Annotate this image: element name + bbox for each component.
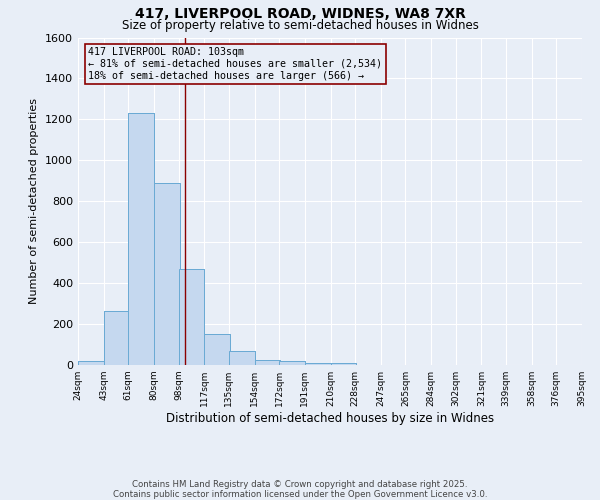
Text: Size of property relative to semi-detached houses in Widnes: Size of property relative to semi-detach…	[122, 19, 478, 32]
Text: 417 LIVERPOOL ROAD: 103sqm
← 81% of semi-detached houses are smaller (2,534)
18%: 417 LIVERPOOL ROAD: 103sqm ← 81% of semi…	[88, 48, 382, 80]
Bar	[305, 363, 331, 365]
Text: Contains HM Land Registry data © Crown copyright and database right 2025.
Contai: Contains HM Land Registry data © Crown c…	[113, 480, 487, 499]
Bar	[205, 334, 230, 365]
Bar	[254, 360, 280, 365]
Text: 417, LIVERPOOL ROAD, WIDNES, WA8 7XR: 417, LIVERPOOL ROAD, WIDNES, WA8 7XR	[134, 8, 466, 22]
Bar	[154, 183, 180, 365]
Bar	[331, 363, 356, 365]
Bar	[279, 361, 305, 365]
Bar	[78, 361, 104, 365]
Bar	[154, 183, 180, 365]
X-axis label: Distribution of semi-detached houses by size in Widnes: Distribution of semi-detached houses by …	[166, 412, 494, 425]
Bar	[229, 350, 254, 365]
Bar	[305, 363, 331, 365]
Bar	[128, 113, 154, 365]
Bar	[229, 350, 254, 365]
Bar	[205, 334, 230, 365]
Bar	[179, 269, 205, 365]
Bar	[331, 363, 356, 365]
Y-axis label: Number of semi-detached properties: Number of semi-detached properties	[29, 98, 40, 304]
Bar	[104, 311, 130, 365]
Bar	[104, 311, 130, 365]
Bar	[128, 113, 154, 365]
Bar	[279, 361, 305, 365]
Bar	[179, 269, 205, 365]
Bar	[78, 361, 104, 365]
Bar	[254, 360, 280, 365]
